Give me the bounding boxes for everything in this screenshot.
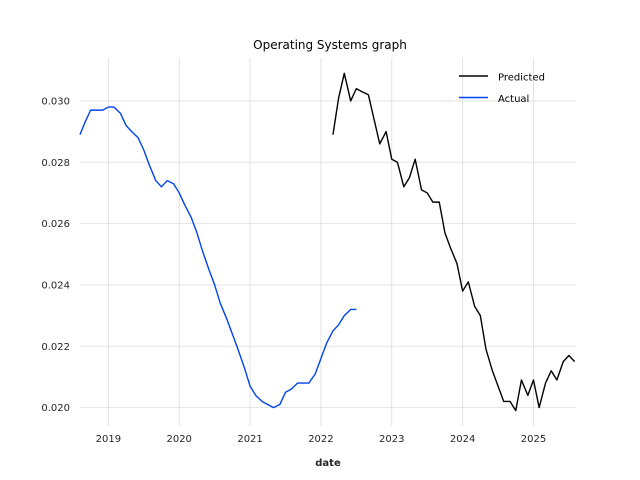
x-tick-label: 2025 <box>521 434 546 445</box>
x-axis-label: date <box>315 458 341 469</box>
y-tick-label: 0.028 <box>41 158 70 169</box>
x-tick-label: 2019 <box>96 434 121 445</box>
y-tick-label: 0.022 <box>41 342 70 353</box>
x-tick-label: 2024 <box>450 434 475 445</box>
grid <box>80 58 576 426</box>
x-tick-label: 2020 <box>166 434 191 445</box>
y-axis-ticks: 0.020 0.022 0.024 0.026 0.028 0.030 <box>41 96 70 414</box>
legend: Predicted Actual <box>459 73 545 105</box>
series-line-actual <box>79 106 357 409</box>
y-tick-label: 0.024 <box>41 280 70 291</box>
plot-series <box>79 72 576 412</box>
x-tick-label: 2021 <box>237 434 262 445</box>
legend-label-actual: Actual <box>498 94 529 105</box>
y-tick-label: 0.020 <box>41 403 70 414</box>
series-line-predicted <box>332 72 576 412</box>
y-tick-label: 0.026 <box>41 219 70 230</box>
x-axis-ticks: 2019 2020 2021 2022 2023 2024 2025 <box>96 434 547 445</box>
y-tick-label: 0.030 <box>41 96 70 107</box>
chart-title: Operating Systems graph <box>253 38 407 52</box>
x-tick-label: 2022 <box>308 434 333 445</box>
legend-label-predicted: Predicted <box>498 73 545 84</box>
x-tick-label: 2023 <box>379 434 404 445</box>
